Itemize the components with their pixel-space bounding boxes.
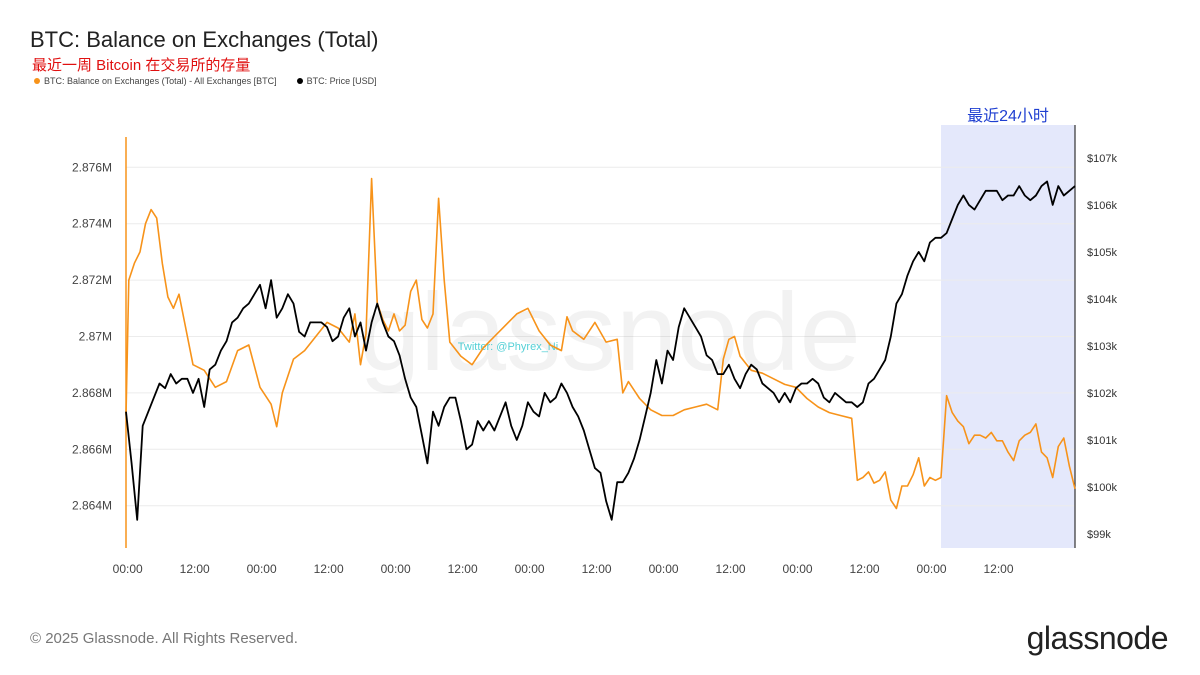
- series-line-price[interactable]: [125, 180, 1076, 521]
- right-axis-tick-label: $101k: [1087, 435, 1117, 447]
- chart-subtitle: 最近一周 Bitcoin 在交易所的存量: [32, 57, 251, 74]
- left-axis-tick-label: 2.868M: [72, 386, 112, 400]
- legend-dot-balance: [34, 78, 40, 84]
- x-axis-tick-label: 12:00: [180, 562, 210, 576]
- right-axis-tick-label: $100k: [1087, 482, 1117, 494]
- watermark-twitter: Twitter: @Phyrex_Ni: [458, 341, 558, 353]
- x-axis-tick-label: 12:00: [850, 562, 880, 576]
- legend: BTC: Balance on Exchanges (Total) - All …: [34, 76, 377, 86]
- legend-label-balance: BTC: Balance on Exchanges (Total) - All …: [44, 76, 277, 86]
- left-axis-tick-label: 2.872M: [72, 273, 112, 287]
- x-axis-tick-label: 12:00: [448, 562, 478, 576]
- legend-item-price[interactable]: BTC: Price [USD]: [296, 76, 377, 86]
- chart-title: BTC: Balance on Exchanges (Total): [30, 27, 379, 52]
- right-axis-tick-label: $107k: [1087, 153, 1117, 165]
- x-axis-tick-label: 00:00: [783, 562, 813, 576]
- x-axis-tick-label: 00:00: [247, 562, 277, 576]
- x-axis-tick-label: 00:00: [515, 562, 545, 576]
- legend-item-balance[interactable]: BTC: Balance on Exchanges (Total) - All …: [34, 76, 277, 86]
- right-axis-tick-label: $99k: [1087, 529, 1111, 541]
- legend-dot-price: [296, 78, 303, 84]
- x-axis-tick-label: 12:00: [716, 562, 746, 576]
- left-axis-tick-label: 2.874M: [72, 217, 112, 231]
- left-axis-tick-label: 2.864M: [72, 499, 112, 513]
- x-axis-tick-label: 12:00: [582, 562, 612, 576]
- left-axis-tick-label: 2.876M: [72, 160, 112, 174]
- right-axis-tick-label: $105k: [1087, 247, 1117, 259]
- x-axis-tick-label: 00:00: [917, 562, 947, 576]
- highlight-label: 最近24小时: [967, 107, 1049, 125]
- legend-label-price: BTC: Price [USD]: [306, 76, 377, 86]
- x-axis-tick-label: 00:00: [113, 562, 143, 576]
- right-axis-tick-label: $106k: [1087, 200, 1117, 212]
- x-axis-tick-label: 12:00: [314, 562, 344, 576]
- right-axis-tick-label: $104k: [1087, 294, 1117, 306]
- x-axis-tick-label: 00:00: [649, 562, 679, 576]
- left-axis-tick-label: 2.87M: [79, 330, 112, 344]
- glassnode-logo: glassnode: [1026, 620, 1169, 656]
- right-axis-tick-label: $103k: [1087, 341, 1117, 353]
- watermark-logo: glassnode: [359, 271, 861, 394]
- x-axis-tick-label: 12:00: [984, 562, 1014, 576]
- series-line-balance[interactable]: [125, 177, 1076, 510]
- right-axis-tick-label: $102k: [1087, 388, 1117, 400]
- left-axis-tick-label: 2.866M: [72, 442, 112, 456]
- x-axis-tick-label: 00:00: [381, 562, 411, 576]
- copyright-text: © 2025 Glassnode. All Rights Reserved.: [30, 630, 298, 647]
